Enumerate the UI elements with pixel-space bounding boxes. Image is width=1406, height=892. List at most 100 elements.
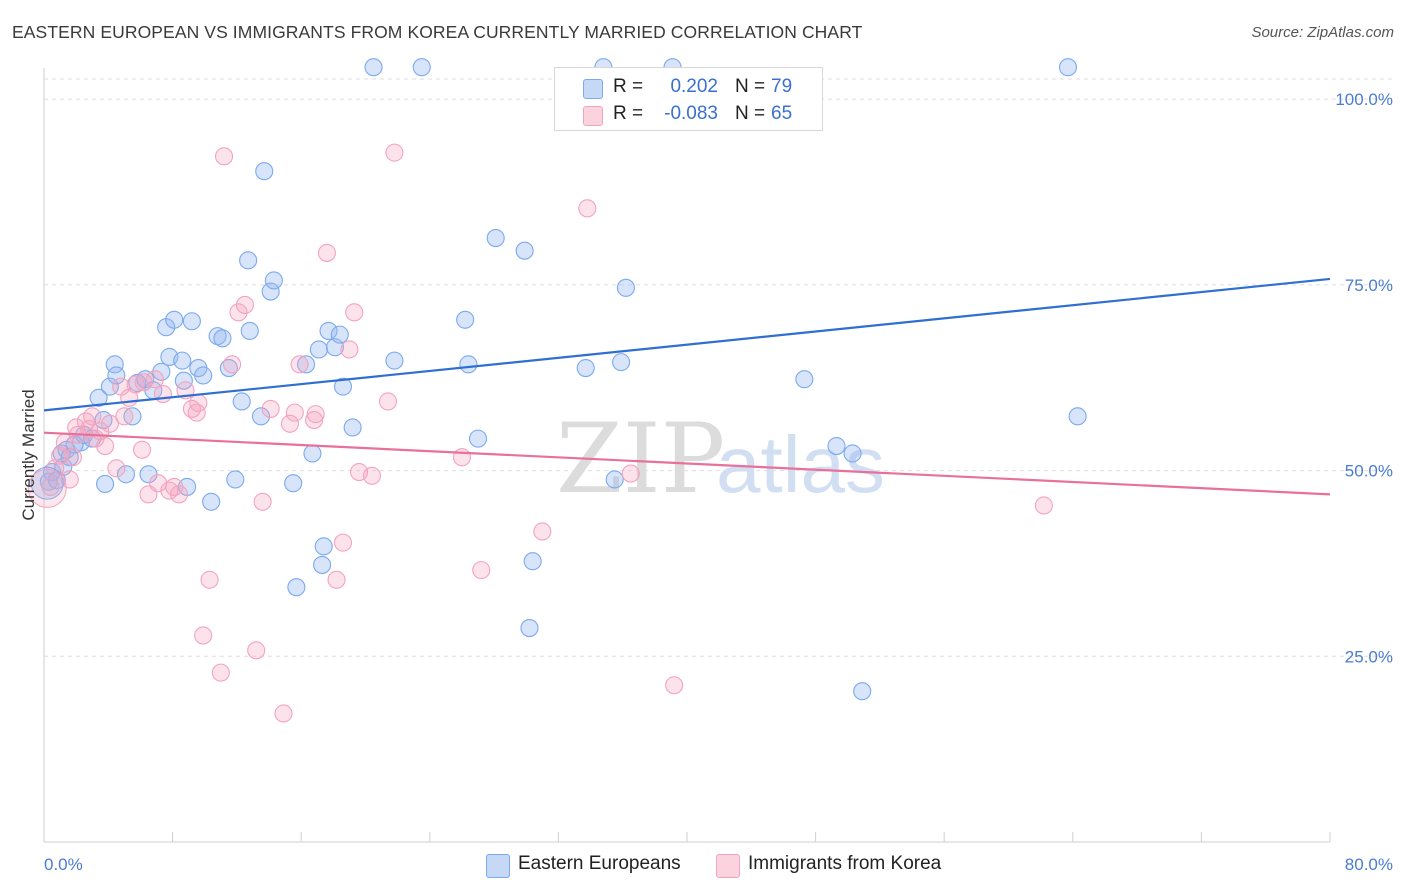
chart-title: EASTERN EUROPEAN VS IMMIGRANTS FROM KORE…	[12, 22, 863, 42]
point-korea	[27, 468, 67, 508]
point-eastern-european	[173, 351, 192, 370]
point-korea	[317, 243, 336, 262]
point-eastern-european	[486, 229, 505, 248]
point-korea	[378, 392, 398, 411]
point-eastern-european	[107, 366, 126, 385]
point-korea	[115, 407, 134, 426]
point-korea	[189, 393, 208, 413]
point-eastern-european	[264, 271, 283, 290]
point-korea	[578, 199, 597, 218]
point-korea	[107, 459, 126, 478]
point-eastern-european	[296, 355, 316, 374]
point-korea	[362, 466, 381, 485]
point-eastern-european	[165, 310, 184, 329]
point-eastern-european	[515, 241, 534, 260]
point-eastern-european	[239, 251, 258, 270]
point-eastern-european	[255, 162, 274, 181]
point-eastern-european	[616, 278, 635, 297]
point-eastern-european	[843, 444, 862, 463]
point-eastern-european	[226, 470, 245, 489]
legend-label: Eastern Europeans	[518, 853, 681, 874]
point-korea	[153, 385, 173, 404]
point-korea	[280, 414, 299, 433]
legend-r-label: R =	[613, 76, 644, 97]
point-korea	[134, 373, 153, 392]
point-eastern-european	[89, 388, 108, 407]
point-eastern-european	[456, 310, 475, 329]
point-eastern-european	[576, 359, 595, 378]
point-korea	[145, 370, 164, 389]
point-eastern-european	[459, 355, 478, 374]
point-korea	[41, 477, 60, 496]
point-eastern-european	[313, 555, 332, 574]
legend-n-label: N =	[735, 76, 766, 97]
point-eastern-european	[116, 465, 136, 484]
data-points	[27, 58, 1087, 723]
point-korea	[194, 626, 213, 645]
point-korea	[200, 570, 219, 589]
point-eastern-european	[309, 340, 328, 359]
y-axis-title: Currently Married	[19, 389, 38, 520]
point-eastern-european	[333, 377, 353, 396]
point-korea	[340, 340, 359, 359]
point-eastern-european	[523, 552, 542, 571]
point-eastern-european	[1058, 58, 1078, 77]
point-korea	[290, 355, 309, 374]
point-korea	[169, 485, 189, 504]
point-eastern-european	[853, 682, 872, 701]
point-eastern-european	[208, 327, 227, 346]
y-tick-label: 100.0%	[1335, 90, 1393, 109]
point-eastern-european	[364, 58, 383, 77]
legend-r-label: R =	[613, 103, 644, 124]
legend-swatch-pink	[583, 106, 603, 126]
source-label: Source: ZipAtlas.com	[1251, 24, 1394, 41]
point-korea	[533, 522, 552, 541]
point-eastern-european	[232, 392, 251, 411]
point-eastern-european	[412, 58, 431, 77]
point-eastern-european	[152, 362, 171, 381]
point-eastern-european	[319, 321, 338, 340]
legend-row-korea: R = -0.083 N = 65	[555, 101, 822, 129]
legend-swatch-blue	[486, 854, 510, 878]
y-tick-label: 50.0%	[1345, 462, 1393, 481]
point-eastern-european	[468, 429, 488, 448]
point-korea	[452, 448, 472, 467]
legend-n-label: N =	[735, 103, 766, 124]
x-tick-label-max: 80.0%	[1345, 855, 1393, 874]
point-eastern-european	[30, 466, 64, 500]
legend-n-value: 65	[771, 103, 793, 124]
trend-line-korea	[43, 431, 1331, 496]
point-eastern-european	[261, 282, 280, 301]
point-korea	[621, 464, 640, 483]
point-eastern-european	[612, 353, 631, 372]
point-korea	[247, 641, 266, 660]
point-eastern-european	[343, 418, 362, 437]
point-korea	[306, 405, 325, 424]
trend-lines	[43, 277, 1331, 496]
legend-swatch-pink	[716, 854, 740, 878]
axes	[43, 68, 1331, 843]
point-korea	[261, 399, 280, 418]
point-korea	[96, 437, 115, 456]
point-eastern-european	[251, 407, 271, 426]
point-eastern-european	[795, 370, 814, 389]
point-korea	[83, 407, 102, 426]
legend-row-eastern: R = 0.202 N = 79	[555, 74, 822, 102]
point-eastern-european	[96, 474, 115, 493]
point-eastern-european	[240, 321, 259, 340]
x-tick-label-min: 0.0%	[44, 855, 83, 874]
point-eastern-european	[287, 578, 306, 597]
point-korea	[665, 676, 684, 695]
watermark: ZIP atlas	[556, 403, 885, 515]
point-eastern-european	[303, 444, 322, 463]
point-eastern-european	[314, 537, 333, 556]
y-tick-label: 25.0%	[1345, 647, 1393, 666]
point-korea	[229, 303, 248, 322]
point-korea	[223, 355, 242, 374]
point-korea	[333, 533, 353, 552]
point-eastern-european	[284, 474, 303, 493]
point-korea	[345, 303, 364, 322]
legend-r-value: 0.202	[670, 76, 718, 97]
gridlines	[44, 78, 1392, 657]
